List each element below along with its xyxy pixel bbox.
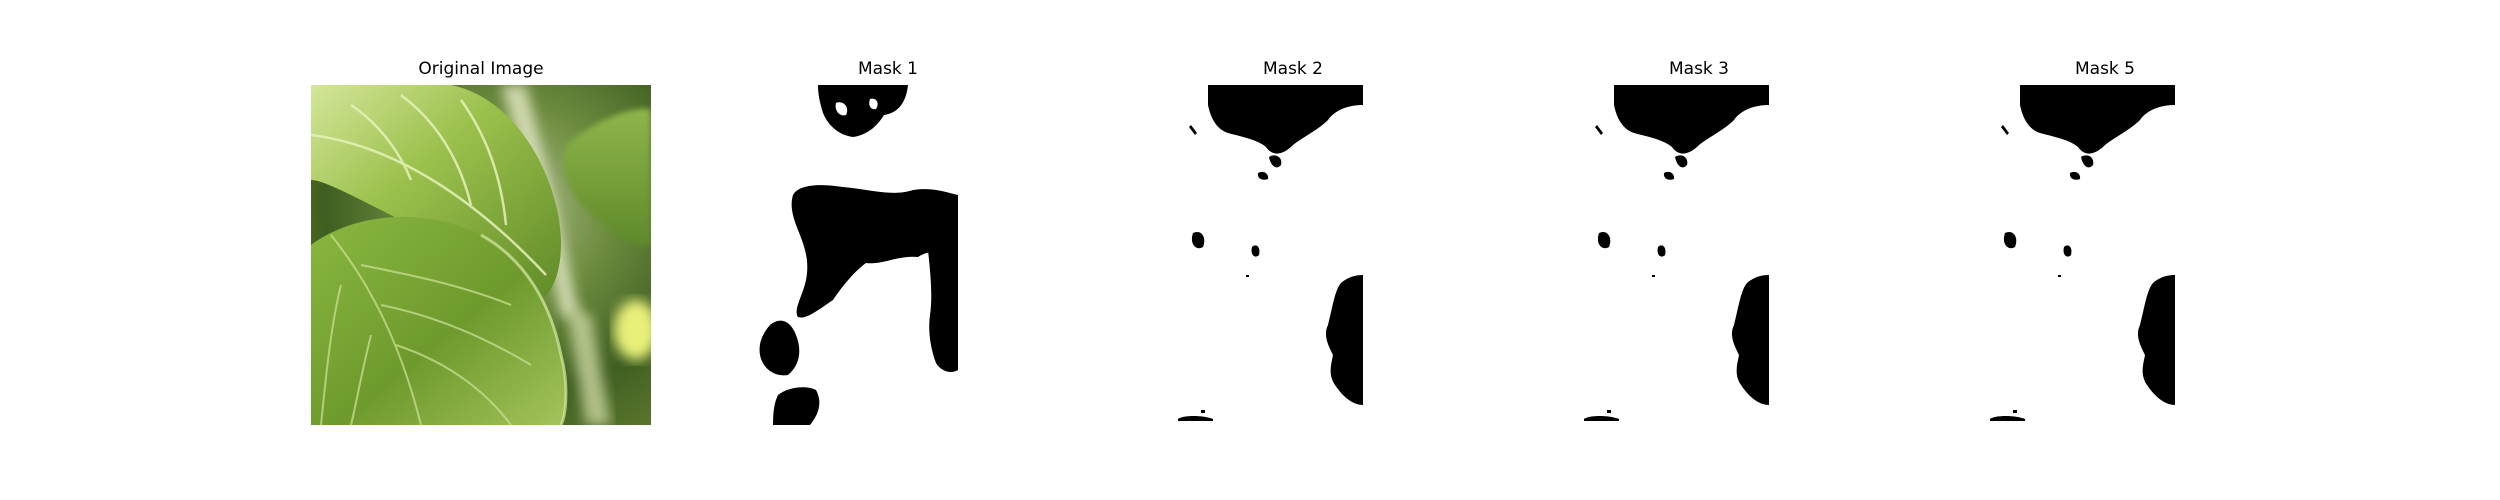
mask-region <box>2069 171 2081 180</box>
mask-region <box>1189 125 1197 135</box>
mask-2-panel: Mask 2 <box>1123 0 1463 500</box>
mask-hole <box>869 98 878 110</box>
mask-region <box>1269 155 1282 168</box>
lower-leaf-edge <box>480 233 568 425</box>
mask-hole <box>835 102 848 116</box>
mask-region <box>1325 275 1363 405</box>
mask-region <box>1208 85 1363 154</box>
right-leaf <box>563 108 651 246</box>
mask-region <box>2137 275 2175 405</box>
mask-region <box>1201 410 1205 413</box>
original-leaf-image <box>311 85 651 425</box>
panel-title: Original Image <box>418 59 544 79</box>
panel-title: Mask 2 <box>1262 59 1323 79</box>
mask-1-image <box>718 85 1058 425</box>
mask-region <box>759 320 800 376</box>
mask-region <box>1663 171 1675 180</box>
upper-leaf-veins <box>311 94 547 276</box>
mask-5-panel: Mask 5 <box>1935 0 2275 500</box>
mask-region <box>818 85 908 137</box>
mask-region <box>1191 231 1205 249</box>
mask-region <box>1178 416 1213 421</box>
original-image-panel: Original Image <box>311 0 651 500</box>
mask-region <box>1675 155 1688 168</box>
panel-title: Mask 3 <box>1668 59 1729 79</box>
mask-region <box>2013 410 2017 413</box>
mask-5-image <box>1935 85 2275 425</box>
mask-region <box>2081 155 2094 168</box>
mask-region <box>1652 275 1655 277</box>
bright-patch <box>614 300 651 360</box>
mask-3-panel: Mask 3 <box>1529 0 1869 500</box>
mask-region <box>1607 410 1611 413</box>
mask-region <box>1246 275 1249 277</box>
mask-region <box>1731 275 1769 405</box>
mask-region <box>928 250 958 373</box>
mask-region <box>1251 245 1260 257</box>
mask-region <box>2063 245 2072 257</box>
blurred-stem-lower <box>566 305 611 425</box>
mask-3-image <box>1529 85 1869 425</box>
mask-region <box>2020 85 2175 154</box>
mask-region <box>791 185 958 318</box>
mask-region <box>2058 275 2061 277</box>
mask-region <box>773 387 820 425</box>
mask-region <box>1990 416 2025 421</box>
mask-region <box>1597 231 1611 249</box>
panel-title: Mask 1 <box>857 59 918 79</box>
mask-1-panel: Mask 1 <box>718 0 1058 500</box>
mask-region <box>1584 416 1619 421</box>
mask-2-image <box>1123 85 1463 425</box>
panel-title: Mask 5 <box>2074 59 2135 79</box>
mask-region <box>2003 231 2017 249</box>
mask-region <box>2001 125 2009 135</box>
mask-region <box>1657 245 1666 257</box>
mask-region <box>1614 85 1769 154</box>
mask-region <box>1595 125 1603 135</box>
lower-leaf-veins <box>320 234 532 425</box>
mask-region <box>1257 171 1269 180</box>
